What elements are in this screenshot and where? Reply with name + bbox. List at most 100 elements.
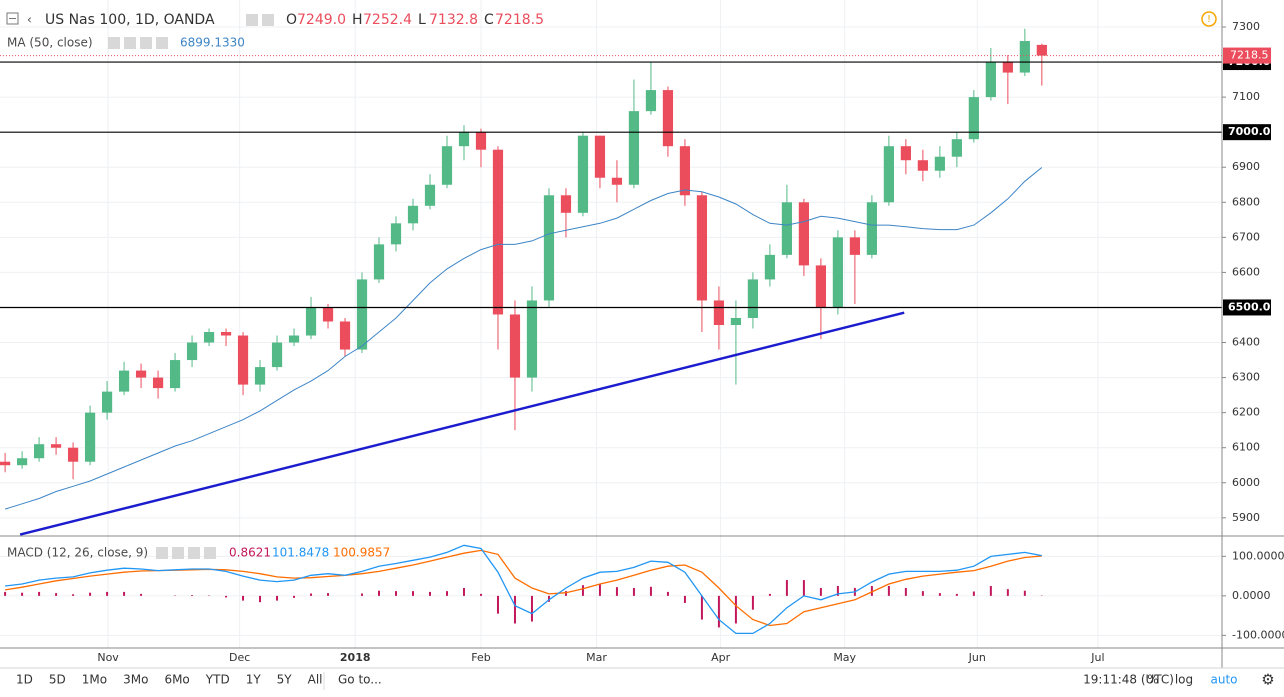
candle-body [628,111,640,185]
x-tick-label: Mar [586,651,607,664]
candle-body [458,132,470,147]
candle-body [985,62,996,98]
y-tick-label: 6400 [1232,336,1260,349]
icon[interactable] [204,547,216,559]
candle-body [509,314,521,378]
alert-icon[interactable] [1201,11,1217,27]
ohlc-value: 7252.4 [363,12,412,28]
level-label: 7000.0 [1228,125,1271,138]
timeframe-button[interactable]: 5Y [277,673,293,687]
candle-body [934,156,945,171]
macd-title[interactable]: MACD (12, 26, close, 9) [7,546,148,560]
icon[interactable] [156,547,168,559]
candle-body [832,237,843,308]
candle-body [84,412,96,462]
candle-body [33,444,45,459]
timeframe-button[interactable]: YTD [205,673,230,687]
timeframe-button[interactable]: All [308,673,323,687]
icon[interactable] [156,37,168,49]
collapse-icon[interactable] [6,12,19,25]
candle-body [866,202,877,255]
clock: 19:11:48 (UTC) [1083,673,1174,687]
icon[interactable] [124,37,136,49]
ohlc-key: H [352,12,363,28]
candle-body [679,146,691,196]
macd-signal-value: 100.9857 [333,546,390,560]
candle-body [67,447,79,462]
candle-body [237,335,249,385]
candle-body [713,300,725,325]
candle-body [730,317,742,325]
settings-icon[interactable]: ⚙ [1261,671,1274,689]
candle-body [560,195,572,213]
timeframe-button[interactable]: 1Y [246,673,262,687]
candle-body [1019,41,1030,73]
y-tick-label: 6900 [1232,160,1260,173]
timeframe-button[interactable]: 1Mo [82,673,107,687]
ma-title[interactable]: MA (50, close) [7,36,93,50]
icon[interactable] [140,37,152,49]
y-tick-label: 6000 [1232,476,1260,489]
level-label-box [1223,124,1271,141]
moving-average-line [4,167,1043,510]
ohlc-key: O [286,12,297,28]
grid-layer [0,0,1222,648]
y-tick-label: 6700 [1232,230,1260,243]
candle-body [118,370,130,392]
overlay-layer: Nov Dec 2018 Feb Mar Apr May Jun Jul 7300 7100 6900… [97,12,1284,664]
candle-body [645,90,657,112]
icon[interactable] [246,14,258,26]
ohlc-key: C [484,12,494,28]
indicator-icons [108,14,274,559]
candle-body [662,90,674,147]
timeframe-button[interactable]: 1D [16,673,33,687]
candle-body [577,135,589,213]
goto-button[interactable]: Go to... [338,673,382,687]
candle-body [203,332,215,343]
alert-icon-mark: ! [1207,14,1211,25]
candle-body [322,307,334,322]
candle-body [815,265,826,308]
candle-body [764,254,776,280]
scale-option[interactable]: % [1147,673,1158,687]
ohlc-value: 7218.5 [495,12,544,28]
timeframe-button[interactable]: 5D [49,673,66,687]
icon[interactable] [188,547,200,559]
back-icon[interactable]: ‹ [27,13,32,27]
y-tick-label: 6100 [1232,441,1260,454]
symbol-title[interactable]: US Nas 100, 1D, OANDA [45,12,215,28]
y-tick-label: 6800 [1232,195,1260,208]
bottom-toolbar: 1D 5D 1Mo 3Mo 6Mo YTD 1Y 5Y All% log auto [16,672,1238,690]
candle-body [424,184,436,206]
candle-body [220,332,232,336]
candle-body [543,195,555,301]
icon[interactable] [172,547,184,559]
y-tick-label: 6300 [1232,371,1260,384]
scale-option[interactable]: auto [1210,673,1237,687]
x-tick-label: Feb [471,651,490,664]
candle-body [492,149,504,315]
candle-body [441,146,453,185]
candle-body [696,195,708,301]
candle-body [135,370,147,378]
last-price-box [1223,47,1271,64]
candle-body [1036,44,1047,56]
trend-line [19,311,905,536]
candle-body [169,360,181,389]
icon[interactable] [262,14,274,26]
candle-body [101,391,113,413]
candle-body [951,139,962,157]
timeframe-button[interactable]: 6Mo [164,673,189,687]
level-label: 6500.0 [1228,300,1271,313]
y-tick-label: -100.0000 [1232,628,1284,641]
x-tick-label: Nov [97,651,119,664]
last-price-label: 7218.5 [1230,49,1269,62]
scale-option[interactable]: log [1175,673,1193,687]
icon[interactable] [108,37,120,49]
candle-body [747,279,759,318]
candle-body [968,97,979,140]
timeframe-button[interactable]: 3Mo [123,673,148,687]
x-tick-label: Jun [968,651,986,664]
